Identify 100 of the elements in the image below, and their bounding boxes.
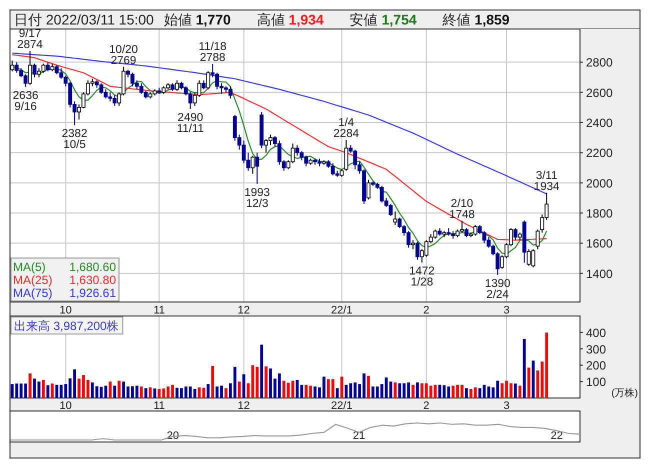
candlestick — [264, 138, 268, 154]
candlestick — [536, 229, 540, 250]
annotation: 1993 12/3 — [244, 186, 270, 210]
bar — [28, 373, 32, 398]
candlestick — [416, 241, 420, 260]
y-tick-label: 100 — [586, 375, 606, 390]
annotation: 1472 1/28 — [409, 265, 435, 288]
candlestick — [300, 150, 304, 161]
candlestick — [41, 63, 46, 74]
bar — [412, 384, 414, 398]
annotation: 1,926.61 — [69, 286, 116, 300]
bar — [238, 382, 241, 398]
y-tick-label: 400 — [586, 326, 606, 340]
annotation: 1,680.60 — [69, 260, 116, 274]
candlestick — [46, 62, 50, 72]
y-tick-label: 1600 — [586, 236, 614, 251]
annotation: 11/18 2788 — [198, 40, 227, 64]
candlestick — [242, 140, 246, 164]
bar — [95, 386, 98, 398]
bar — [206, 384, 210, 398]
bar — [331, 379, 334, 398]
chart-title: 日付 2022/03/11 15:00 — [14, 12, 154, 28]
bar — [442, 385, 446, 398]
x-tick-label: 2 — [423, 400, 430, 412]
candlestick — [188, 92, 192, 110]
annotation: 1/4 2284 — [333, 117, 360, 140]
candlestick — [366, 179, 370, 200]
bar — [500, 383, 504, 398]
annotation: 2636 9/16 — [12, 90, 38, 113]
annotation: 2382 10/5 — [62, 128, 88, 152]
bar — [251, 365, 254, 398]
bar — [46, 385, 50, 398]
x-tick-label: 11 — [153, 304, 165, 316]
bar — [42, 380, 45, 398]
text: 終値 1,859 — [442, 12, 510, 28]
bar — [135, 386, 138, 398]
candlestick — [28, 50, 32, 86]
candlestick — [411, 240, 415, 250]
bar — [233, 366, 236, 398]
bar — [336, 388, 339, 398]
annotation: 1390 2/24 — [484, 278, 510, 301]
bar — [416, 382, 419, 398]
annotation: 1,630.80 — [69, 273, 116, 287]
candlestick — [388, 203, 393, 217]
bar — [304, 384, 308, 398]
x-tick-label: 3 — [503, 304, 510, 316]
y-tick-label: 2800 — [586, 56, 614, 70]
bar — [193, 388, 196, 398]
y-tick-label: 2000 — [586, 176, 614, 190]
candlestick — [250, 155, 255, 174]
bar — [144, 388, 148, 398]
text: 始値 1,770 — [164, 12, 231, 28]
bar — [118, 380, 121, 398]
text: 高値 1,934 — [256, 12, 324, 28]
bar — [158, 388, 161, 398]
bar — [514, 384, 517, 398]
candlestick — [108, 92, 112, 102]
y-axis-title: (万株) — [611, 387, 638, 399]
x-tick-label: 2 — [423, 304, 430, 316]
annotation: 3/11 1934 — [534, 170, 560, 193]
x-tick-label: 3 — [503, 400, 510, 412]
y-tick-label: 2200 — [586, 146, 614, 160]
y-tick-label: 2600 — [586, 86, 614, 100]
bar — [224, 388, 228, 398]
bar — [398, 383, 402, 398]
bar — [113, 386, 116, 398]
legend: MA(5) 1,680.60 MA(25) 1,630.80 MA(75) 1,926.61 — [10, 258, 120, 302]
bar — [367, 376, 370, 398]
bar — [349, 383, 352, 398]
candlestick — [433, 229, 438, 240]
y-tick-label: 2400 — [586, 116, 614, 130]
bar — [278, 373, 281, 398]
bar — [264, 366, 268, 398]
x-tick-label: 10 — [60, 304, 72, 316]
candlestick — [104, 88, 108, 99]
candlestick — [32, 63, 36, 78]
x-tick-label: 22/1 — [331, 304, 352, 316]
candlestick — [393, 211, 398, 226]
bar — [465, 388, 468, 398]
bar — [286, 382, 290, 398]
candlestick — [175, 80, 179, 92]
bar — [474, 387, 477, 398]
x-tick-label: 22 — [550, 430, 563, 442]
text: 安値 1,754 — [350, 12, 417, 28]
y-tick-label: 1400 — [586, 266, 614, 281]
x-tick-label: 22/1 — [331, 400, 352, 412]
bar — [394, 382, 397, 398]
x-tick-label: 12 — [238, 304, 250, 316]
candlestick — [14, 62, 19, 74]
bar — [211, 366, 214, 398]
candlestick — [228, 86, 232, 99]
annotation: 2490 11/11 — [176, 112, 204, 135]
candlestick — [473, 224, 478, 236]
y-tick-label: 1800 — [586, 206, 614, 221]
bar — [522, 338, 526, 398]
x-tick-label: 11 — [153, 400, 165, 412]
bar — [478, 388, 482, 398]
bar — [260, 344, 264, 398]
annotation: 2/10 1748 — [449, 198, 475, 221]
bar — [50, 384, 54, 398]
